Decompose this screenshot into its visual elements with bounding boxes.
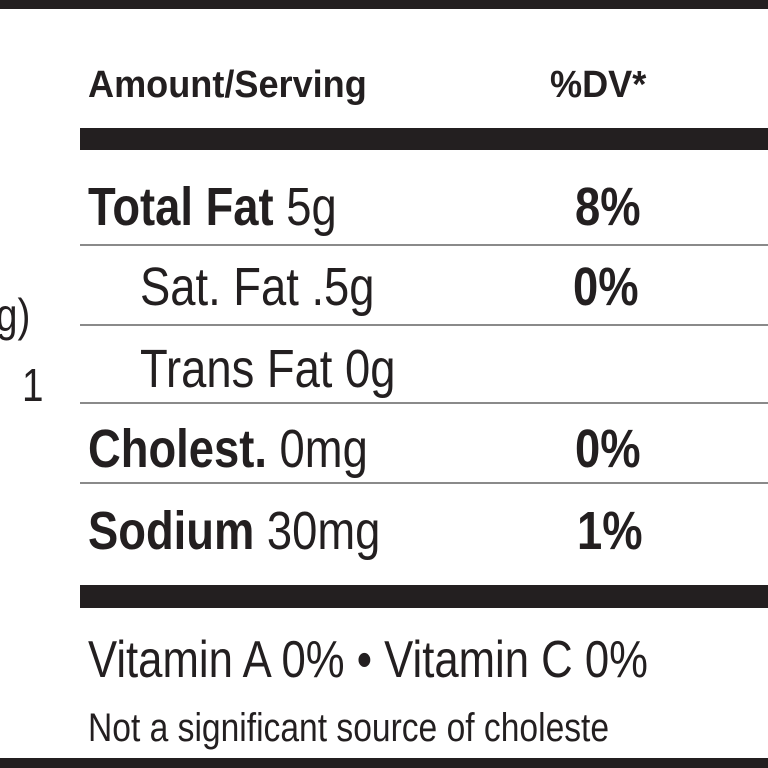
- nutrient-amount: 0mg: [279, 419, 368, 479]
- row: Trans Fat 0g: [140, 342, 395, 396]
- nutrient-amount: 0g: [345, 339, 396, 399]
- nutrient-amount: 30mg: [266, 501, 381, 561]
- row: Sodium 30mg: [88, 504, 380, 558]
- nutrient-amount: 5g: [286, 177, 337, 237]
- nutrient-name: Cholest.: [88, 419, 267, 479]
- nutrient-name: Sat. Fat: [140, 257, 299, 317]
- row: Cholest. 0mg: [88, 422, 368, 476]
- thick-bar: [80, 585, 768, 608]
- header-dv: %DV*: [550, 64, 647, 106]
- row-rule: [80, 324, 768, 326]
- nutrient-name: Trans Fat: [140, 339, 333, 399]
- header-amount: Amount/Serving: [88, 64, 367, 106]
- nutrient-name: Sodium: [88, 501, 255, 561]
- row: Total Fat 5g: [88, 180, 337, 234]
- top-border: [0, 0, 768, 9]
- row: Sat. Fat .5g: [140, 260, 375, 314]
- left-fragment: g): [0, 289, 31, 341]
- bottom-border: [0, 758, 768, 768]
- row-rule: [80, 482, 768, 484]
- nutrient-dv: 8%: [575, 177, 641, 237]
- footnote: Not a significant source of choleste: [88, 706, 610, 750]
- nutrient-dv: 1%: [577, 501, 643, 561]
- nutrient-amount: .5g: [311, 257, 375, 317]
- nutrient-name: Total Fat: [88, 177, 274, 237]
- vitamins: Vitamin A 0% • Vitamin C 0%: [88, 631, 648, 689]
- row-rule: [80, 402, 768, 404]
- nutrient-dv: 0%: [575, 419, 641, 479]
- nutrient-dv: 0%: [573, 257, 639, 317]
- left-fragment: 1: [22, 359, 44, 411]
- thick-bar: [80, 128, 768, 150]
- row-rule: [80, 244, 768, 246]
